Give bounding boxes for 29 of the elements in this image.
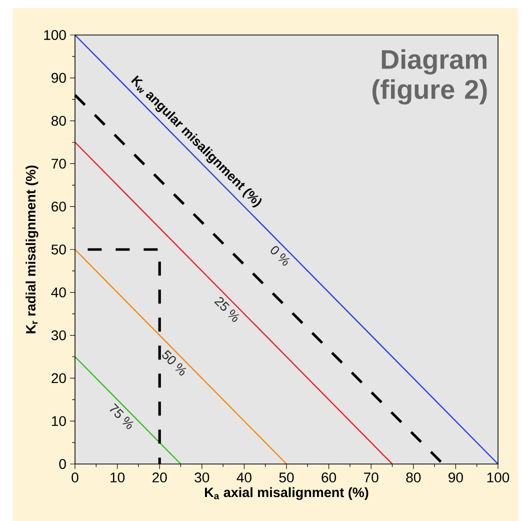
y-tick-label: 100: [44, 30, 66, 40]
x-tick-label: 90: [448, 472, 463, 482]
text: 0 %: [270, 246, 290, 266]
y-tick-label: 40: [51, 287, 66, 298]
x-tick-label: 0: [72, 472, 78, 482]
text: 25 %: [214, 297, 240, 322]
y-tick-label: 30: [51, 330, 66, 340]
text: 75 %: [110, 403, 134, 430]
text: 50 %: [162, 350, 186, 376]
y-axis-title: K$_{r}$ radial misalignment (%): [26, 166, 38, 334]
text: Diagram (figure 2): [372, 49, 487, 105]
x-tick-label: 50: [279, 472, 294, 482]
y-tick-label: 0: [59, 459, 66, 469]
y-tick-label: 90: [52, 72, 66, 83]
x-tick-label: 80: [406, 472, 421, 482]
y-tick-label: 20: [52, 373, 66, 384]
y-tick-label: 10: [52, 416, 66, 426]
y-tick-label: 70: [52, 158, 66, 169]
y-tick-label: 80: [52, 116, 66, 126]
x-tick-label: 60: [322, 472, 336, 482]
x-tick-label: 40: [236, 472, 252, 482]
x-tick-label: 100: [487, 472, 510, 482]
x-axis-title: K$_{a}$ axial misalignment (%): [205, 487, 368, 500]
x-tick-label: 10: [110, 472, 125, 482]
y-tick-label: 50: [51, 244, 66, 254]
x-tick-label: 70: [364, 472, 378, 482]
x-tick-label: 30: [194, 472, 210, 482]
y-tick-label: 60: [52, 202, 66, 212]
x-tick-label: 20: [152, 472, 167, 482]
